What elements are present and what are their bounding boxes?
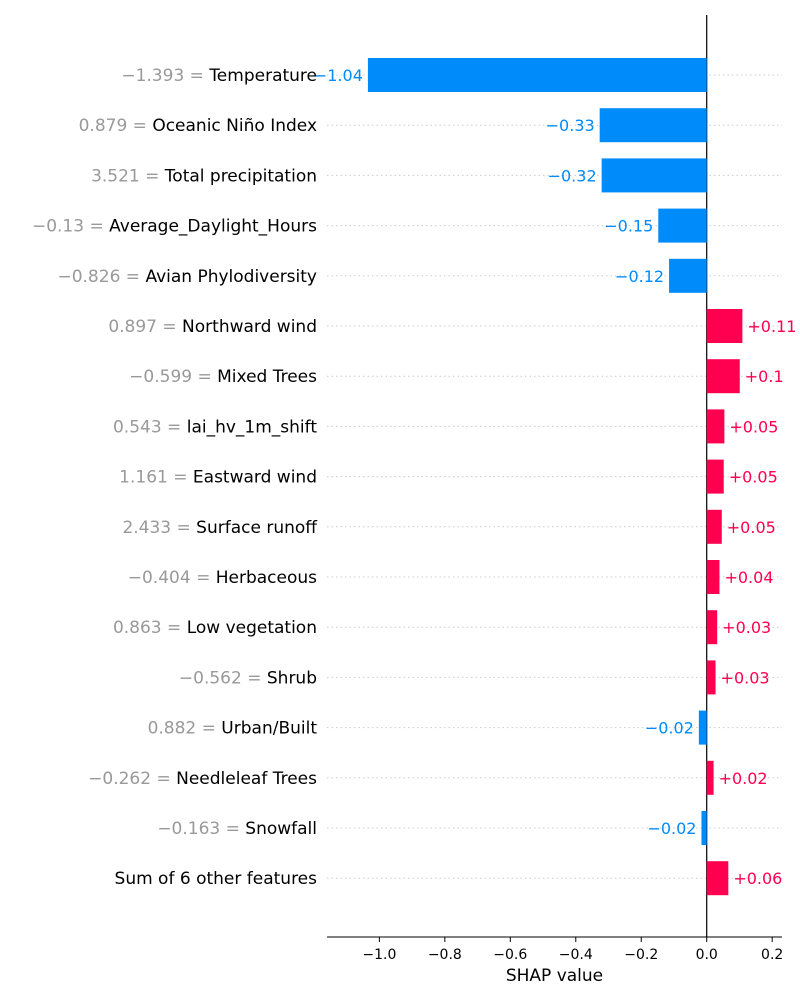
shap-value-label: −0.02 [645,719,694,738]
shap-bar [698,710,707,745]
shap-value-label: +0.05 [729,468,778,487]
shap-value-label: −1.04 [314,66,363,85]
x-axis: −1.0 −0.8 −0.6 −0.4 −0.2 0.0 0.2 [327,936,783,963]
shap-bar [658,208,707,243]
feature-label: 1.161 = Eastward wind [119,468,317,488]
feature-value: 2.433 = [122,518,196,538]
shap-bar [601,158,707,193]
feature-label: 3.521 = Total precipitation [91,166,317,186]
feature-name: Average_Daylight_Hours [109,217,317,237]
feature-value: 1.161 = [119,468,193,488]
shap-value-label: −0.15 [604,217,653,236]
feature-name: Herbaceous [216,568,317,588]
feature-name: Oceanic Niño Index [152,116,317,136]
shap-value-label: +0.02 [719,769,768,788]
feature-name: Shrub [267,668,317,688]
feature-label: 0.543 = lai_hv_1m_shift [113,417,317,437]
feature-name: Urban/Built [221,719,317,739]
x-tick-label: 0.0 [696,947,718,963]
feature-label: −0.262 = Needleleaf Trees [88,769,317,789]
shap-bar [706,509,722,544]
feature-name: Low vegetation [187,618,317,638]
feature-name: Temperature [208,66,317,86]
shap-value-label: +0.05 [729,417,778,436]
feature-name: Sum of 6 other features [115,869,318,889]
shap-value-label: +0.03 [722,618,771,637]
feature-label: 0.882 = Urban/Built [148,719,318,739]
shap-bar [599,108,707,143]
shap-value-label: −0.02 [647,819,696,838]
shap-bar [706,760,714,795]
x-tick-label: −1.0 [362,947,396,963]
feature-value: 3.521 = [91,166,165,186]
feature-value: −0.826 = [57,267,145,287]
shap-value-label: +0.11 [747,317,796,336]
feature-labels: −1.393 = Temperature 0.879 = Oceanic Niño… [32,66,318,889]
feature-label: −0.562 = Shrub [179,668,317,688]
shap-value-label: −0.33 [546,116,595,135]
shap-value-label: −0.12 [615,267,664,286]
feature-label: −1.393 = Temperature [121,66,317,86]
feature-label: −0.13 = Average_Daylight_Hours [32,217,317,237]
feature-value: −0.599 = [129,367,217,387]
shap-value-label: +0.1 [745,367,784,386]
x-axis-label: SHAP value [506,966,603,986]
feature-value: −0.404 = [128,568,216,588]
x-tick-label: −0.6 [493,947,527,963]
feature-value: −0.13 = [32,217,109,237]
feature-label: −0.404 = Herbaceous [128,568,317,588]
x-tick-label: 0.2 [761,947,783,963]
feature-value: 0.882 = [148,719,222,739]
feature-value: 0.879 = [79,116,153,136]
shap-bar [706,309,743,343]
shap-value-label: +0.04 [724,568,773,587]
feature-name: Needleleaf Trees [176,769,317,789]
shap-bar [706,409,725,444]
x-tick-label: −0.2 [624,947,658,963]
shap-value-label: +0.03 [721,668,770,687]
shap-bar [669,258,707,293]
feature-label: 0.879 = Oceanic Niño Index [79,116,317,136]
shap-value-label: +0.06 [733,869,782,888]
shap-bar [706,660,716,695]
shap-bar [367,58,707,92]
feature-name: Avian Phylodiversity [145,267,317,287]
feature-label: 0.897 = Northward wind [108,317,317,337]
feature-label: −0.163 = Snowfall [157,819,317,839]
feature-value: 0.863 = [113,618,187,638]
feature-value: −0.562 = [179,668,267,688]
feature-name: Eastward wind [193,468,317,488]
feature-name: Mixed Trees [217,367,317,387]
shap-bar [701,811,707,845]
feature-label: Sum of 6 other features [115,869,318,889]
feature-name: Snowfall [245,819,317,839]
shap-bar [706,560,720,594]
shap-bar [706,861,729,896]
feature-name: Total precipitation [164,166,317,186]
feature-value: −0.262 = [88,769,176,789]
feature-label: −0.826 = Avian Phylodiversity [57,267,317,287]
feature-label: 2.433 = Surface runoff [122,518,318,538]
shap-bar [706,610,718,645]
bars: −1.04 −0.33 −0.32 −0.15 −0.12 +0.11 +0.1 +0.05 +… [314,58,796,896]
shap-bar [706,459,724,494]
feature-name: lai_hv_1m_shift [187,417,318,437]
shap-value-label: +0.05 [727,518,776,537]
feature-value: −1.393 = [121,66,209,86]
x-tick-label: −0.8 [428,947,462,963]
feature-name: Northward wind [182,317,317,337]
feature-value: 0.543 = [113,417,187,437]
x-tick-label: −0.4 [559,947,593,963]
feature-value: −0.163 = [157,819,245,839]
shap-value-label: −0.32 [548,166,597,185]
feature-value: 0.897 = [108,317,182,337]
feature-name: Surface runoff [196,518,318,538]
shap-bar [706,359,740,394]
feature-label: 0.863 = Low vegetation [113,618,317,638]
feature-label: −0.599 = Mixed Trees [129,367,317,387]
